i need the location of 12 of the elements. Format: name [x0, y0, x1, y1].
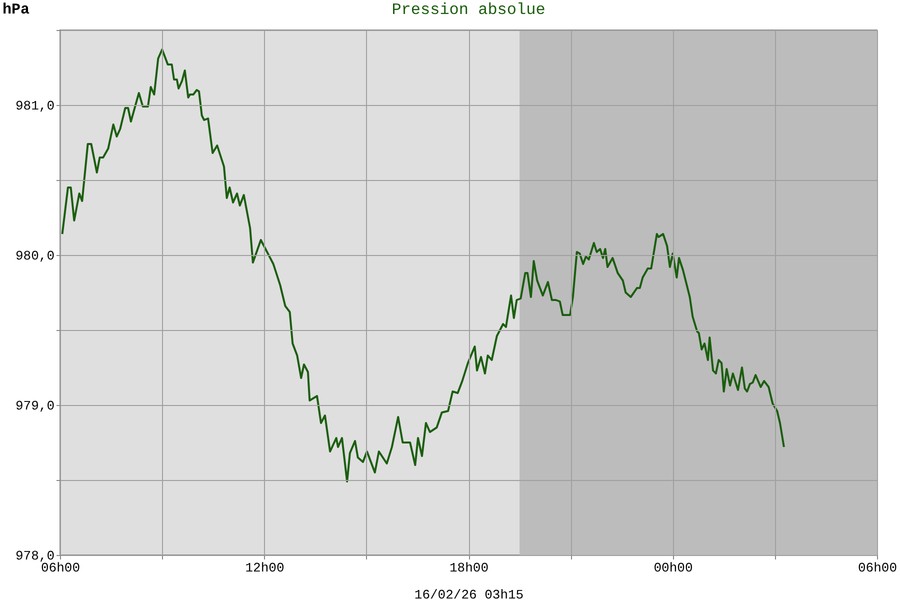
x-tick-label: 00h00 — [654, 560, 693, 576]
y-axis-title: hPa — [2, 2, 30, 18]
y-tick-label: 979,0 — [15, 398, 54, 414]
y-tick-label: 981,0 — [15, 98, 54, 114]
y-tick-label: 978,0 — [15, 548, 54, 564]
x-axis-title: 16/02/26 03h15 — [414, 588, 524, 600]
chart-title: Pression absolue — [392, 1, 546, 19]
x-tick-label: 06h00 — [40, 560, 80, 576]
x-tick-label: 18h00 — [449, 560, 489, 576]
x-tick-label: 06h00 — [858, 560, 898, 576]
x-tick-label: 12h00 — [245, 560, 284, 576]
y-tick-label: 980,0 — [15, 248, 54, 264]
